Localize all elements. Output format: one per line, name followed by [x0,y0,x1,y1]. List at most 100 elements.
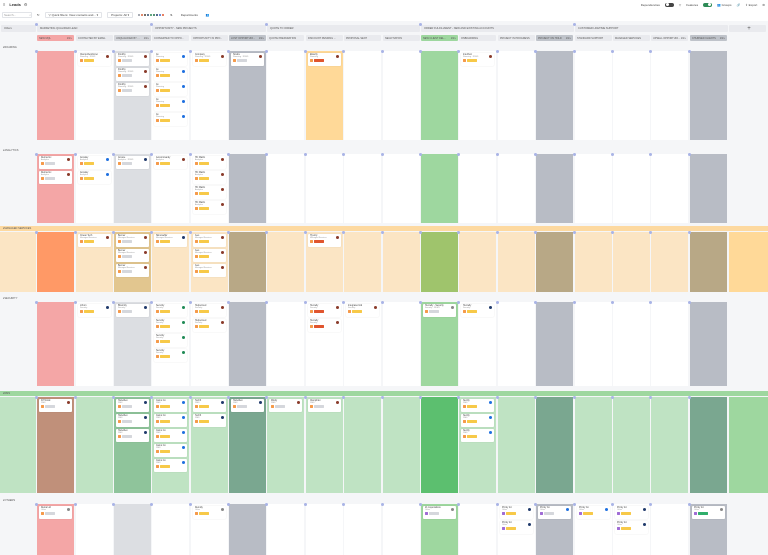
resize-handle[interactable] [265,396,268,399]
resize-handle[interactable] [227,396,230,399]
resize-handle[interactable] [189,231,192,234]
resize-handle[interactable] [227,50,230,53]
resize-handle[interactable] [573,23,576,26]
resize-handle[interactable] [496,301,499,304]
resize-handle[interactable] [112,301,115,304]
resize-handle[interactable] [419,396,422,399]
lead-card[interactable]: Hercelly Security [461,304,494,317]
resize-handle[interactable] [150,503,153,506]
resize-handle[interactable] [189,503,192,506]
people-icon[interactable]: 👥 [205,13,210,17]
lead-card[interactable]: 21 Liquorations Other [423,506,456,519]
resize-handle[interactable] [573,396,576,399]
resize-handle[interactable] [265,301,268,304]
stage-column-header[interactable]: DISCOUNT PENDING ... [306,35,343,41]
resize-handle[interactable] [304,50,307,53]
resize-handle[interactable] [534,301,537,304]
lead-card[interactable]: Company Roaming · RDM1 [193,53,226,66]
filter-icon[interactable]: ▽ [678,2,682,7]
chevron-down-icon[interactable]: ▾ [3,297,5,300]
stage-column-header[interactable]: PROJECT IN PROGRESS [498,35,535,41]
resize-handle[interactable] [74,50,77,53]
lead-card[interactable]: Clamp-Reinforcer Roaming · RDM1 [78,53,111,66]
lead-card[interactable]: Camo Co DMS [154,429,187,442]
column-group-header[interactable]: MARKETING QUALIFIED LEAD [37,25,151,32]
add-column-button[interactable]: + [729,25,766,32]
resize-handle[interactable] [304,301,307,304]
resize-handle[interactable] [611,301,614,304]
resize-handle[interactable] [189,153,192,156]
resize-handle[interactable] [573,301,576,304]
lead-card[interactable]: Ives Managed Services [193,249,226,262]
resize-handle[interactable] [573,503,576,506]
refresh-icon[interactable]: ↻ [37,13,40,17]
lead-card[interactable]: Security Security [154,334,187,347]
lead-card[interactable]: Ives Managed Services [193,234,226,247]
resize-handle[interactable] [74,153,77,156]
lead-card[interactable]: Hazelhen DMS [116,399,149,412]
lead-card[interactable]: Av Roaming [154,68,187,81]
resize-handle[interactable] [649,503,652,506]
resize-handle[interactable] [189,50,192,53]
swimlane-header[interactable]: ▾ ANALYTICS [0,148,768,153]
resize-handle[interactable] [74,396,77,399]
lead-card[interactable]: HC Matrix Analytics [193,156,226,169]
lead-card[interactable]: Camo Co DMS [154,414,187,427]
resize-handle[interactable] [227,231,230,234]
lead-card[interactable]: HC Matrix Analytics [193,186,226,199]
sort-icon[interactable]: ⇅ [170,13,173,17]
lead-card[interactable]: Security Security [154,319,187,332]
search-input[interactable]: Search... ⌕ [2,12,32,18]
resize-handle[interactable] [688,301,691,304]
stage-column-header[interactable]: QUOTE PREPARATION [267,35,304,41]
lead-card[interactable]: Nerrily DMS [461,429,494,442]
groups-button[interactable]: 👥 Groups [717,3,731,7]
swimlane-header[interactable]: ▾ MANAGED SERVICES [0,226,768,231]
resize-handle[interactable] [534,396,537,399]
projects-dropdown[interactable]: Projects: All ▾ [107,12,134,18]
chevron-down-icon[interactable]: ▾ [3,499,5,502]
chevron-down-icon[interactable]: ▾ [3,392,5,395]
resize-handle[interactable] [688,503,691,506]
resize-handle[interactable] [457,153,460,156]
stage-column-header[interactable]: NEGOTIATION [383,35,420,41]
resize-handle[interactable] [688,50,691,53]
resize-handle[interactable] [342,503,345,506]
lead-card[interactable]: Pricky Inc Other [500,506,533,519]
lead-card[interactable]: Ocean Tech Managed Services [78,234,111,247]
resize-handle[interactable] [688,231,691,234]
resize-handle[interactable] [265,503,268,506]
resize-handle[interactable] [534,50,537,53]
lead-card[interactable]: Pricky Inc Other [692,506,725,519]
stage-column-header[interactable]: MANAGED SERVICES [613,35,650,41]
lead-card[interactable]: Clamphlet DMS [308,399,341,412]
resize-handle[interactable] [112,153,115,156]
lead-card[interactable]: Helpermed Security [193,304,226,317]
swimlane-header[interactable]: ▾ ROAMING [0,45,768,50]
lead-card[interactable]: Camo Co DMS [154,399,187,412]
resize-handle[interactable] [35,153,38,156]
stage-column-header[interactable]: ONBOARDING [459,35,496,41]
lead-card[interactable]: HC Matrix Analytics [193,171,226,184]
resize-handle[interactable] [419,301,422,304]
resize-handle[interactable] [381,153,384,156]
departments-button[interactable]: Departments [177,12,201,18]
lead-card[interactable]: Pricky Inc Other [615,521,648,534]
resize-handle[interactable] [74,301,77,304]
stage-column-header[interactable]: CONTACTED BY EMAIL [76,35,113,41]
avatar-group[interactable] [137,13,166,17]
resize-handle[interactable] [611,153,614,156]
resize-handle[interactable] [150,50,153,53]
resize-handle[interactable] [112,396,115,399]
resize-handle[interactable] [150,231,153,234]
resize-handle[interactable] [342,153,345,156]
resize-handle[interactable] [342,50,345,53]
stage-column-header[interactable]: UPSELL OPPORTUNI... 13/∞ [651,35,688,41]
resize-handle[interactable] [150,23,153,26]
stage-column-header[interactable]: NEW MQL 13/∞ [37,35,74,41]
resize-handle[interactable] [649,153,652,156]
lead-card[interactable]: Av Roaming [154,98,187,111]
link-icon[interactable]: 🔗 [736,2,741,7]
resize-handle[interactable] [304,231,307,234]
stage-column-header[interactable]: LOST OPPORTUNI... 13/∞ [229,35,266,41]
